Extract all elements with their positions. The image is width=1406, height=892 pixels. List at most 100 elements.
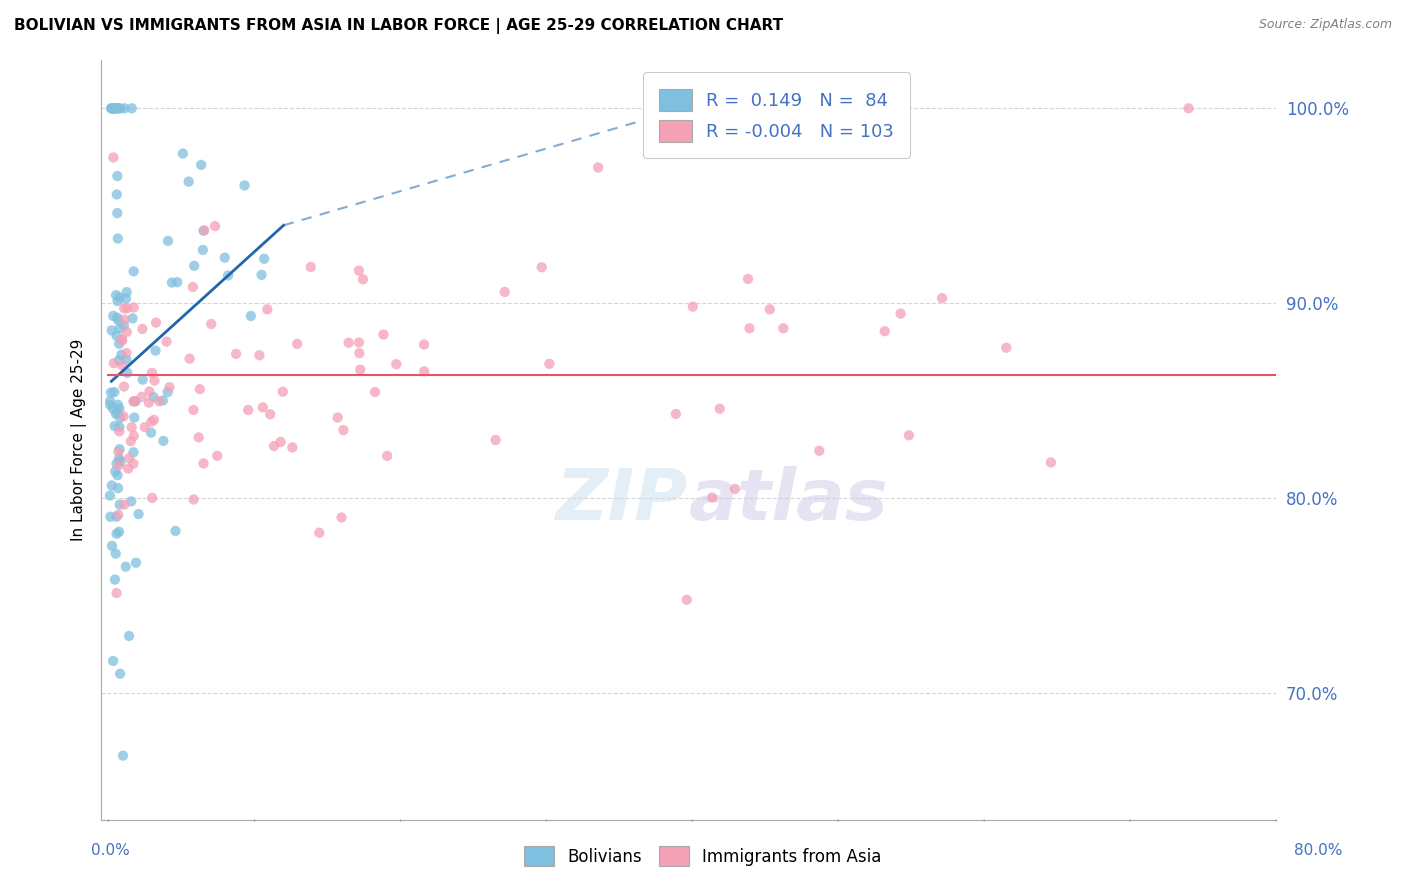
Point	[104, 419, 127, 434]
Point	[112, 301, 135, 316]
Point	[758, 302, 780, 317]
Point	[373, 327, 395, 342]
Point	[108, 401, 131, 416]
Point	[108, 101, 131, 115]
Point	[112, 318, 135, 333]
Point	[105, 206, 128, 220]
Point	[349, 346, 371, 360]
Point	[122, 264, 145, 278]
Point	[193, 457, 215, 471]
Point	[124, 410, 146, 425]
Point	[249, 348, 271, 362]
Point	[107, 508, 129, 522]
Point	[107, 445, 129, 459]
Point	[183, 403, 205, 417]
Point	[155, 334, 177, 349]
Point	[263, 439, 285, 453]
Point	[105, 101, 128, 115]
Point	[188, 382, 211, 396]
Point	[330, 510, 353, 524]
Point	[98, 489, 121, 503]
Point	[139, 425, 162, 440]
Point	[145, 316, 167, 330]
Point	[108, 420, 131, 434]
Point	[112, 409, 135, 424]
Point	[193, 224, 215, 238]
Point	[141, 491, 163, 505]
Point	[538, 357, 561, 371]
Point	[530, 260, 553, 275]
Point	[104, 465, 127, 479]
Point	[122, 394, 145, 409]
Point	[98, 398, 121, 412]
Point	[200, 317, 222, 331]
Text: BOLIVIAN VS IMMIGRANTS FROM ASIA IN LABOR FORCE | AGE 25-29 CORRELATION CHART: BOLIVIAN VS IMMIGRANTS FROM ASIA IN LABO…	[14, 18, 783, 34]
Point	[108, 290, 131, 304]
Point	[118, 451, 141, 466]
Point	[104, 101, 127, 115]
Point	[252, 401, 274, 415]
Point	[285, 337, 308, 351]
Point	[159, 380, 181, 394]
Point	[179, 351, 201, 366]
Point	[737, 272, 759, 286]
Point	[665, 407, 688, 421]
Point	[114, 498, 136, 512]
Point	[236, 403, 259, 417]
Point	[337, 335, 360, 350]
Point	[111, 748, 134, 763]
Point	[108, 442, 131, 456]
Point	[103, 309, 125, 323]
Point	[105, 509, 128, 524]
Point	[103, 385, 125, 400]
Legend: R =  0.149   N =  84, R = -0.004   N = 103: R = 0.149 N = 84, R = -0.004 N = 103	[643, 72, 911, 158]
Point	[259, 407, 281, 421]
Point	[375, 449, 398, 463]
Point	[120, 434, 142, 449]
Point	[191, 243, 214, 257]
Point	[190, 158, 212, 172]
Point	[120, 494, 142, 508]
Point	[100, 323, 122, 337]
Point	[142, 390, 165, 404]
Point	[105, 457, 128, 471]
Point	[112, 379, 135, 393]
Point	[108, 666, 131, 681]
Point	[413, 364, 436, 378]
Point	[108, 498, 131, 512]
Point	[100, 101, 122, 115]
Point	[177, 175, 200, 189]
Point	[586, 161, 609, 175]
Point	[181, 280, 204, 294]
Point	[1039, 455, 1062, 469]
Point	[107, 231, 129, 245]
Point	[108, 410, 131, 425]
Point	[702, 491, 724, 505]
Point	[347, 263, 370, 277]
Point	[385, 357, 408, 371]
Point	[709, 401, 731, 416]
Point	[138, 395, 160, 409]
Point	[114, 101, 136, 115]
Point	[207, 449, 229, 463]
Point	[114, 559, 136, 574]
Point	[103, 151, 125, 165]
Text: Source: ZipAtlas.com: Source: ZipAtlas.com	[1258, 18, 1392, 31]
Point	[104, 101, 127, 115]
Point	[808, 443, 831, 458]
Point	[128, 507, 150, 521]
Text: atlas: atlas	[689, 467, 889, 535]
Point	[166, 275, 188, 289]
Point	[107, 353, 129, 368]
Point	[738, 321, 761, 335]
Point	[112, 312, 135, 326]
Point	[105, 328, 128, 343]
Point	[104, 407, 127, 421]
Point	[1177, 101, 1199, 115]
Point	[103, 101, 125, 115]
Point	[110, 454, 132, 468]
Point	[100, 509, 122, 524]
Point	[271, 384, 294, 399]
Point	[105, 187, 128, 202]
Point	[101, 654, 124, 668]
